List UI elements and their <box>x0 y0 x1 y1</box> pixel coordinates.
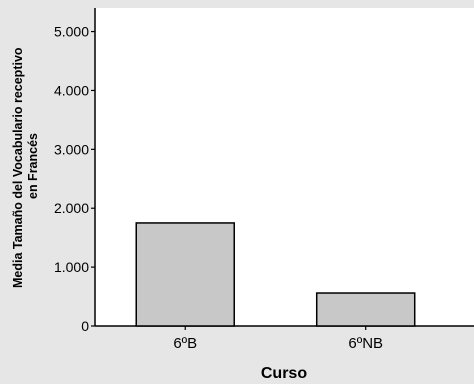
y-tick-label: 1.000 <box>54 259 89 275</box>
y-tick-label: 2.000 <box>54 200 89 216</box>
x-axis-category-labels: 6ºB 6ºNB <box>173 326 383 352</box>
y-tick-label: 3.000 <box>54 141 89 157</box>
y-axis-title-line-2: en Francés <box>26 133 40 199</box>
y-tick-label: 0 <box>81 318 89 334</box>
x-category-label: 6ºNB <box>348 335 383 352</box>
y-axis-title-line-1: Media Tamaño del Vocabulario receptivo <box>11 47 25 288</box>
bars <box>135 222 416 327</box>
y-axis-title: Media Tamaño del Vocabulario receptivo e… <box>11 44 40 288</box>
y-axis-ticks: 0 1.000 2.000 3.000 4.000 5.000 <box>54 24 95 334</box>
x-category-label: 6ºB <box>173 335 197 352</box>
bar-1 <box>135 222 235 327</box>
bar-2 <box>315 292 416 327</box>
y-tick-label: 5.000 <box>54 24 89 40</box>
x-axis-title: Curso <box>261 365 307 382</box>
y-tick-label: 4.000 <box>54 82 89 98</box>
